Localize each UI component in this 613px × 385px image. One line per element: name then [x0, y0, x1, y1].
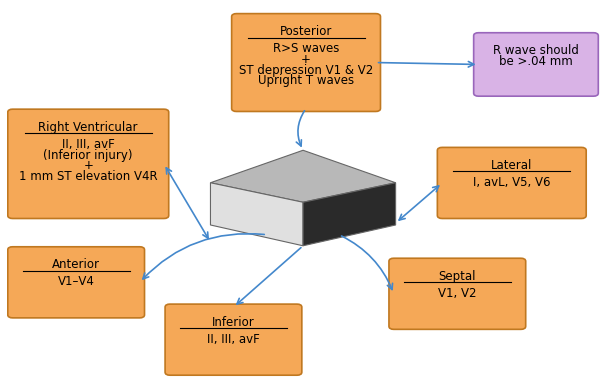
- FancyBboxPatch shape: [8, 109, 169, 219]
- Text: V1–V4: V1–V4: [58, 275, 94, 288]
- Text: Right Ventricular: Right Ventricular: [39, 121, 138, 134]
- FancyBboxPatch shape: [8, 247, 145, 318]
- Text: be >.04 mm: be >.04 mm: [499, 55, 573, 68]
- Text: +: +: [83, 159, 93, 172]
- Text: R>S waves: R>S waves: [273, 42, 339, 55]
- Text: Septal: Septal: [438, 270, 476, 283]
- Polygon shape: [303, 183, 395, 246]
- FancyBboxPatch shape: [165, 304, 302, 375]
- Text: (Inferior injury): (Inferior injury): [44, 149, 133, 162]
- FancyBboxPatch shape: [389, 258, 526, 329]
- Text: Lateral: Lateral: [491, 159, 533, 172]
- Text: Upright T waves: Upright T waves: [258, 74, 354, 87]
- Text: II, III, avF: II, III, avF: [207, 333, 260, 346]
- Text: Anterior: Anterior: [52, 258, 100, 271]
- Text: II, III, avF: II, III, avF: [62, 138, 115, 151]
- Polygon shape: [210, 150, 395, 202]
- Text: Posterior: Posterior: [280, 25, 332, 38]
- Text: Inferior: Inferior: [212, 316, 255, 328]
- FancyBboxPatch shape: [437, 147, 586, 219]
- Text: V1, V2: V1, V2: [438, 287, 476, 300]
- Polygon shape: [210, 183, 303, 246]
- Text: +: +: [301, 53, 311, 66]
- Text: ST depression V1 & V2: ST depression V1 & V2: [239, 64, 373, 77]
- FancyBboxPatch shape: [232, 13, 381, 112]
- FancyBboxPatch shape: [474, 33, 598, 96]
- Text: 1 mm ST elevation V4R: 1 mm ST elevation V4R: [19, 170, 158, 183]
- Text: R wave should: R wave should: [493, 44, 579, 57]
- Text: I, avL, V5, V6: I, avL, V5, V6: [473, 176, 550, 189]
